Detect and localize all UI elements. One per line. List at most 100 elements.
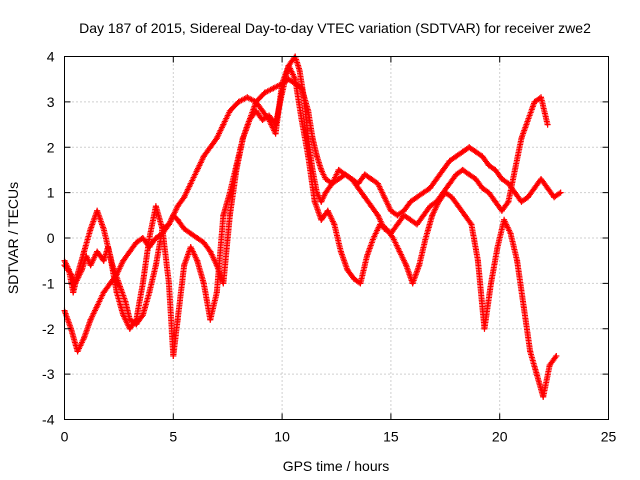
data-point bbox=[292, 76, 299, 83]
data-point bbox=[520, 303, 527, 310]
data-point bbox=[170, 352, 177, 359]
data-point bbox=[170, 212, 177, 219]
data-point bbox=[455, 203, 462, 210]
data-point bbox=[194, 257, 201, 264]
data-point bbox=[181, 262, 188, 269]
data-point bbox=[220, 280, 227, 287]
data-point bbox=[459, 148, 466, 155]
data-point bbox=[259, 107, 266, 114]
data-point bbox=[305, 153, 312, 160]
x-tick-label: 25 bbox=[601, 429, 617, 445]
data-point bbox=[311, 198, 318, 205]
data-point bbox=[453, 171, 460, 178]
x-tick-label: 5 bbox=[169, 429, 177, 445]
data-series bbox=[61, 53, 564, 400]
data-point bbox=[350, 275, 357, 282]
data-point bbox=[194, 166, 201, 173]
data-point bbox=[220, 121, 227, 128]
data-point bbox=[100, 225, 107, 232]
data-point bbox=[442, 189, 449, 196]
data-point bbox=[94, 207, 101, 214]
axis-ticks: 0 5 10 15 20 25 -4 -3 -2 -1 0 1 2 3 4 bbox=[42, 49, 616, 445]
data-point bbox=[453, 153, 460, 160]
data-point bbox=[370, 235, 377, 241]
data-point bbox=[472, 148, 479, 155]
data-point bbox=[472, 176, 479, 183]
data-point bbox=[87, 262, 94, 269]
data-point bbox=[174, 216, 181, 223]
data-point bbox=[318, 216, 325, 223]
data-point bbox=[329, 180, 336, 187]
data-point bbox=[313, 153, 320, 160]
data-point bbox=[422, 235, 429, 241]
data-point bbox=[324, 207, 331, 214]
data-point bbox=[446, 180, 453, 187]
y-tick-label: -3 bbox=[42, 366, 55, 382]
data-point bbox=[527, 348, 534, 355]
data-point bbox=[122, 298, 129, 305]
data-point bbox=[492, 166, 499, 173]
data-point bbox=[544, 185, 551, 192]
data-point bbox=[246, 117, 253, 124]
data-point bbox=[407, 198, 414, 205]
data-point bbox=[409, 280, 416, 287]
data-point bbox=[272, 130, 279, 137]
data-point bbox=[337, 248, 344, 255]
data-point bbox=[270, 85, 277, 92]
data-point bbox=[348, 176, 355, 183]
data-point bbox=[120, 257, 127, 264]
data-point bbox=[266, 117, 273, 124]
data-point bbox=[414, 194, 421, 201]
data-point bbox=[538, 176, 545, 183]
data-point bbox=[322, 189, 329, 196]
data-point bbox=[524, 194, 531, 201]
data-point bbox=[420, 212, 427, 219]
data-point bbox=[540, 393, 547, 400]
data-point bbox=[466, 171, 473, 178]
data-point bbox=[427, 185, 434, 192]
data-point bbox=[207, 144, 214, 151]
data-point bbox=[403, 262, 410, 269]
data-point bbox=[368, 176, 375, 183]
data-point bbox=[233, 162, 240, 169]
data-point bbox=[501, 216, 508, 223]
data-point bbox=[81, 334, 88, 341]
data-point bbox=[226, 107, 233, 114]
data-point bbox=[235, 98, 242, 105]
data-point bbox=[70, 289, 77, 296]
data-point bbox=[494, 244, 501, 251]
x-tick-label: 0 bbox=[61, 429, 69, 445]
data-point bbox=[165, 280, 172, 287]
data-point bbox=[518, 198, 525, 205]
series-markers bbox=[61, 53, 551, 355]
data-point bbox=[344, 266, 351, 273]
data-point bbox=[165, 221, 172, 228]
data-point bbox=[414, 221, 421, 228]
data-point bbox=[416, 262, 423, 269]
data-point bbox=[139, 280, 146, 287]
data-point bbox=[87, 316, 94, 323]
data-point bbox=[146, 289, 153, 296]
data-point bbox=[546, 362, 553, 369]
data-point bbox=[468, 221, 475, 228]
data-point bbox=[126, 325, 133, 332]
data-point bbox=[544, 121, 551, 128]
x-tick-label: 20 bbox=[492, 429, 508, 445]
data-point bbox=[226, 189, 233, 196]
data-point bbox=[387, 207, 394, 214]
data-point bbox=[485, 162, 492, 169]
data-point bbox=[357, 280, 364, 287]
data-point bbox=[335, 166, 342, 173]
data-point bbox=[94, 248, 101, 255]
data-point bbox=[446, 157, 453, 164]
data-point bbox=[531, 98, 538, 105]
data-point bbox=[407, 216, 414, 223]
series-track-c bbox=[61, 62, 560, 400]
data-point bbox=[459, 166, 466, 173]
data-point bbox=[252, 98, 259, 105]
data-point bbox=[81, 248, 88, 255]
data-point bbox=[100, 289, 107, 296]
data-point bbox=[261, 89, 268, 96]
y-tick-label: 1 bbox=[47, 185, 55, 201]
data-point bbox=[285, 62, 292, 69]
